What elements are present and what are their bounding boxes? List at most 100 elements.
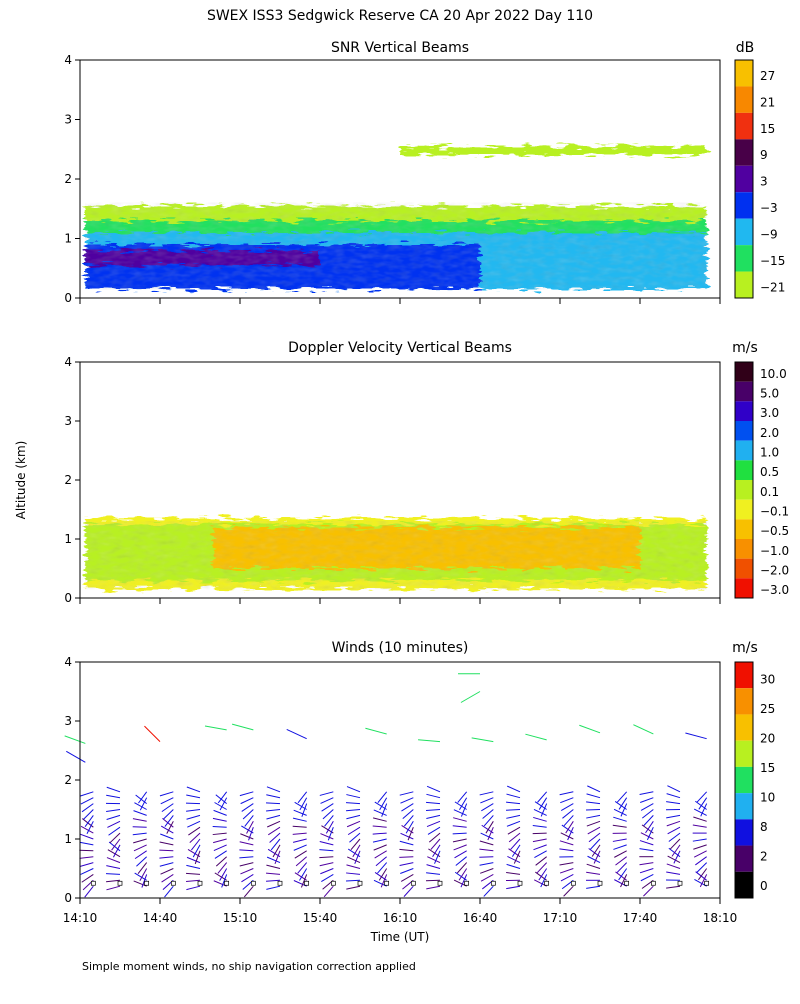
- wind-barb: [454, 845, 467, 850]
- wind-barb: [65, 736, 86, 744]
- colorbar-swatch: [735, 793, 753, 819]
- wind-barb: [347, 857, 360, 863]
- wind-barb: [427, 786, 440, 791]
- wind-barb: [667, 786, 680, 792]
- wind-barb: [506, 886, 520, 888]
- wind-barb: [668, 856, 680, 863]
- wind-barb: [400, 869, 413, 874]
- wind-barb: [319, 850, 333, 851]
- wind-barb: [66, 751, 85, 762]
- wind-marker: [518, 881, 522, 885]
- wind-barb: [320, 863, 334, 866]
- heatmap-band-noise: [400, 146, 707, 155]
- wind-barb: [324, 886, 333, 897]
- wind-barb: [133, 819, 147, 822]
- y-tick-label: 2: [64, 172, 72, 186]
- y-tick-label: 0: [64, 591, 72, 605]
- wind-barb: [507, 856, 520, 862]
- colorbar-label: 0.1: [760, 485, 779, 499]
- wind-barb: [587, 864, 600, 868]
- colorbar-label: −0.1: [760, 504, 789, 518]
- colorbar-swatch: [735, 166, 753, 192]
- wind-barb: [401, 874, 413, 881]
- wind-barb: [507, 864, 520, 868]
- wind-profile: [213, 792, 229, 888]
- wind-barb: [160, 792, 173, 796]
- wind-barb: [165, 886, 174, 897]
- wind-barb: [373, 826, 387, 827]
- wind-barb: [586, 886, 600, 888]
- wind-barb: [266, 873, 280, 874]
- wind-barb: [214, 810, 227, 815]
- wind-barb: [365, 728, 386, 734]
- wind-barb: [508, 827, 520, 834]
- colorbar-swatch: [735, 741, 753, 767]
- wind-barb: [187, 857, 200, 862]
- wind-barb: [461, 692, 480, 703]
- wind-barb: [107, 821, 120, 827]
- colorbar-label: 9: [760, 148, 768, 162]
- wind-upper-barbs: [65, 674, 707, 763]
- wind-barb: [693, 817, 706, 821]
- wind-barb: [479, 849, 493, 851]
- wind-barb: [186, 810, 200, 812]
- wind-profile: [266, 787, 282, 890]
- wind-marker: [251, 881, 255, 885]
- y-tick-label: 4: [64, 53, 72, 67]
- wind-barb: [138, 863, 147, 874]
- wind-barb: [347, 821, 360, 826]
- wind-barb: [133, 833, 147, 835]
- wind-profile: [639, 792, 655, 896]
- wind-profile: [319, 792, 335, 897]
- colorbar-swatch: [735, 714, 753, 740]
- wind-barb: [400, 798, 413, 803]
- wind-barb: [348, 827, 360, 834]
- wind-marker: [465, 881, 469, 885]
- wind-barb: [159, 857, 173, 858]
- wind-barb: [506, 872, 520, 874]
- wind-barb: [322, 804, 334, 812]
- colorbar-label: 3: [760, 175, 768, 189]
- wind-profile: [186, 787, 202, 890]
- wind-barb: [319, 857, 333, 858]
- wind-barb: [320, 842, 334, 845]
- colorbar-label: 27: [760, 69, 775, 83]
- wind-barb: [694, 851, 706, 857]
- wind-barb: [294, 845, 307, 850]
- plot-frame: [80, 662, 720, 898]
- wind-barb: [399, 857, 413, 858]
- wind-barb: [399, 849, 413, 850]
- wind-barb: [107, 858, 120, 863]
- wind-barb: [481, 874, 493, 881]
- wind-barb: [293, 818, 307, 821]
- wind-barb: [106, 866, 120, 869]
- wind-barb: [561, 804, 573, 811]
- winds-field: [65, 674, 709, 897]
- wind-marker: [358, 881, 362, 885]
- wind-barb: [79, 857, 93, 859]
- wind-barb: [346, 865, 360, 869]
- x-tick-label: 15:10: [223, 911, 258, 925]
- colorbar-label: 8: [760, 820, 768, 834]
- wind-profile: [106, 787, 122, 890]
- wind-barb: [213, 818, 227, 821]
- wind-barb: [321, 798, 334, 804]
- wind-barb: [613, 817, 626, 821]
- wind-barb: [506, 794, 520, 798]
- wind-barb: [80, 842, 94, 845]
- wind-barb: [320, 869, 333, 874]
- wind-barb: [159, 850, 173, 851]
- wind-barb: [266, 803, 280, 804]
- wind-barb: [287, 729, 307, 738]
- wind-barb: [374, 845, 387, 850]
- colorbar-swatch: [735, 362, 753, 382]
- wind-barb: [533, 825, 547, 827]
- wind-profile: [533, 792, 549, 887]
- wind-barb: [426, 794, 440, 797]
- wind-marker: [625, 881, 629, 885]
- wind-barb: [232, 724, 253, 730]
- wind-barb: [107, 815, 120, 819]
- wind-barb: [81, 826, 93, 833]
